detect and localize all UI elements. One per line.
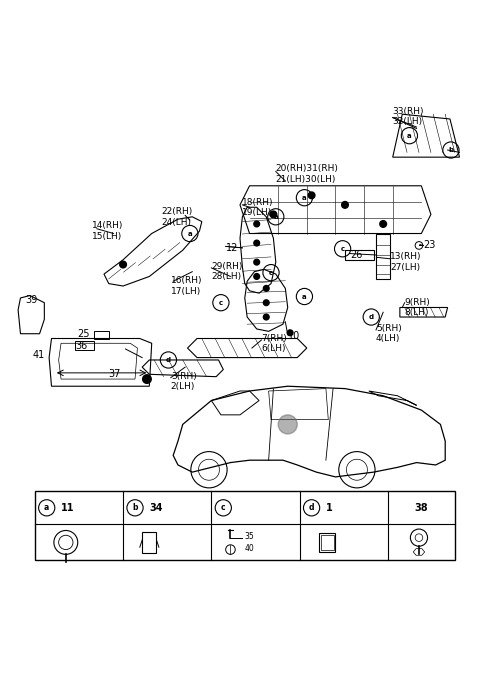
Circle shape: [278, 415, 297, 434]
Circle shape: [254, 221, 260, 227]
Text: 22(RH)
24(LH): 22(RH) 24(LH): [161, 207, 192, 227]
Text: 9(RH)
8(LH): 9(RH) 8(LH): [405, 298, 431, 318]
Circle shape: [287, 330, 293, 336]
Text: 29(RH)
28(LH): 29(RH) 28(LH): [211, 262, 243, 282]
Circle shape: [380, 221, 386, 227]
Text: 41: 41: [33, 350, 45, 360]
Text: 23: 23: [424, 240, 436, 250]
Text: a: a: [407, 133, 412, 139]
Circle shape: [270, 211, 277, 218]
Text: 36: 36: [75, 341, 88, 351]
Text: 26: 26: [350, 250, 362, 260]
Text: c: c: [221, 503, 226, 512]
Text: 7(RH)
6(LH): 7(RH) 6(LH): [262, 334, 287, 353]
Text: 11: 11: [61, 503, 74, 512]
Text: 3(RH)
2(LH): 3(RH) 2(LH): [171, 372, 196, 391]
Text: b: b: [448, 147, 454, 153]
Circle shape: [254, 274, 260, 280]
Text: 40: 40: [245, 544, 254, 552]
Text: 14(RH)
15(LH): 14(RH) 15(LH): [92, 221, 123, 241]
Text: a: a: [274, 214, 278, 220]
Text: a: a: [44, 503, 49, 512]
Text: 33(RH)
32(LH): 33(RH) 32(LH): [393, 107, 424, 127]
Text: 13(RH)
27(LH): 13(RH) 27(LH): [390, 253, 422, 272]
Text: 35: 35: [245, 532, 254, 541]
Text: 38: 38: [415, 503, 428, 512]
Text: 39: 39: [25, 295, 37, 305]
Text: 5(RH)
4(LH): 5(RH) 4(LH): [376, 324, 402, 343]
Text: d: d: [166, 357, 171, 363]
Text: c: c: [269, 269, 273, 276]
Text: 18(RH)
19(LH): 18(RH) 19(LH): [242, 198, 274, 217]
Text: 12: 12: [226, 243, 238, 253]
Circle shape: [120, 261, 126, 268]
Text: d: d: [369, 314, 374, 320]
Text: 1: 1: [326, 503, 333, 512]
Text: c: c: [340, 246, 345, 252]
Text: a: a: [188, 230, 192, 236]
Circle shape: [254, 240, 260, 246]
Text: d: d: [309, 503, 314, 512]
Circle shape: [308, 192, 315, 198]
Text: c: c: [219, 300, 223, 306]
Bar: [321, 536, 334, 550]
Circle shape: [143, 375, 151, 383]
Circle shape: [254, 259, 260, 265]
Circle shape: [264, 300, 269, 305]
Bar: [35, 492, 455, 561]
Circle shape: [342, 202, 348, 209]
Text: 25: 25: [78, 329, 90, 338]
Text: 20(RH)31(RH)
21(LH)30(LH): 20(RH)31(RH) 21(LH)30(LH): [276, 164, 339, 183]
Bar: [319, 533, 336, 552]
Circle shape: [264, 314, 269, 320]
Circle shape: [264, 286, 269, 291]
Text: 34: 34: [149, 503, 163, 512]
Text: a: a: [302, 294, 307, 299]
Text: 16(RH)
17(LH): 16(RH) 17(LH): [171, 276, 202, 296]
Text: b: b: [132, 503, 138, 512]
Bar: [142, 532, 156, 553]
Text: a: a: [302, 195, 307, 200]
Text: 37: 37: [109, 369, 121, 379]
Text: 10: 10: [288, 331, 300, 341]
